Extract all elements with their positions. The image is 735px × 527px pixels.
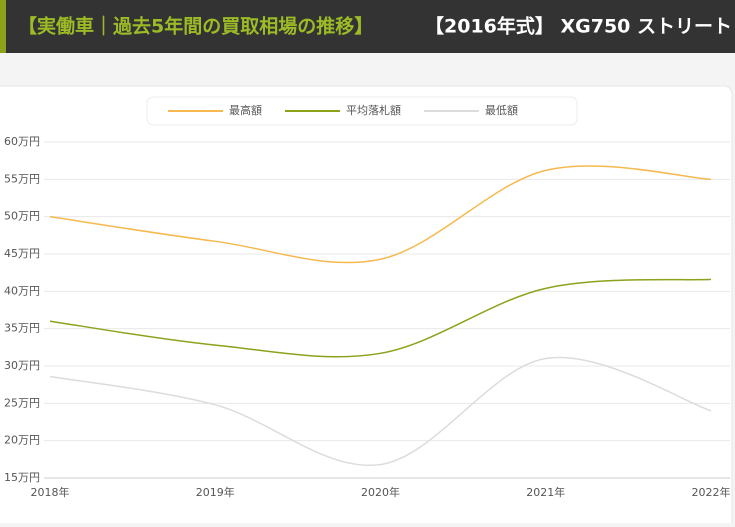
series-line [49, 356, 712, 467]
y-tick-label: 60万円 [4, 135, 40, 148]
x-tick-label: 2022年 [692, 485, 731, 499]
y-tick-label: 55万円 [4, 172, 40, 185]
x-tick-label: 2021年 [526, 485, 565, 499]
legend-label: 最低額 [485, 104, 518, 117]
legend-label: 平均落札額 [346, 104, 401, 117]
y-tick-label: 20万円 [4, 434, 40, 447]
y-tick-label: 50万円 [4, 210, 40, 223]
x-tick-label: 2020年 [361, 485, 400, 499]
legend-label: 最高額 [229, 103, 262, 117]
x-tick-label: 2019年 [196, 485, 235, 499]
x-tick-label: 2018年 [31, 485, 70, 499]
y-tick-label: 15万円 [4, 471, 40, 484]
legend-box [146, 96, 578, 126]
header-bar [0, 0, 735, 53]
y-tick-label: 35万円 [4, 322, 40, 335]
y-tick-label: 45万円 [4, 247, 40, 260]
y-tick-label: 30万円 [4, 359, 40, 372]
header-accent [0, 0, 6, 53]
chart-card [0, 85, 733, 527]
y-tick-label: 40万円 [4, 284, 40, 297]
y-tick-label: 25万円 [4, 396, 40, 409]
series-line [49, 278, 712, 358]
header-title: 【実働車｜過去5年間の買取相場の推移】 [18, 15, 373, 38]
header-subtitle: 【2016年式】 XG750 ストリート [425, 15, 732, 38]
series-line [49, 165, 712, 264]
